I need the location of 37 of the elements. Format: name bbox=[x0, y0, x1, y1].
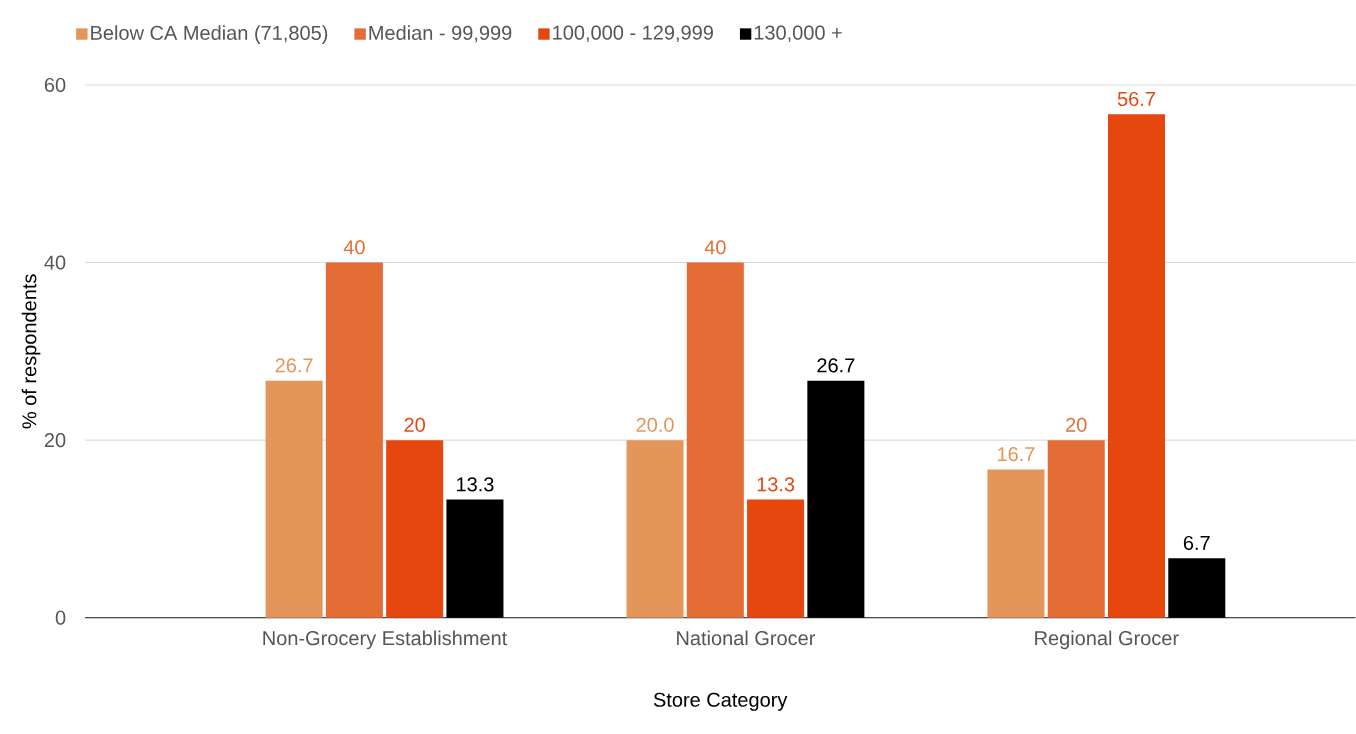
data-label: 26.7 bbox=[817, 358, 855, 373]
y-tick-label: 20 bbox=[44, 433, 66, 448]
x-tick-label: Non-Grocery Establishment bbox=[263, 630, 508, 650]
data-label: 40 bbox=[704, 240, 726, 255]
legend-label: 130,000 + bbox=[754, 25, 842, 43]
y-tick-label: 60 bbox=[44, 78, 66, 93]
bar bbox=[1047, 440, 1105, 618]
bar bbox=[386, 440, 444, 618]
y-tick-label: 40 bbox=[44, 255, 66, 270]
x-tick-label: Regional Grocer bbox=[1035, 630, 1179, 650]
data-label: 16.7 bbox=[998, 447, 1035, 462]
y-tick-label: 0 bbox=[55, 610, 66, 625]
data-label: 20 bbox=[404, 417, 425, 433]
x-tick-label: National Grocer bbox=[677, 630, 816, 646]
x-axis-title: Store Category bbox=[653, 692, 788, 711]
data-label: 20.0 bbox=[636, 417, 674, 433]
bar bbox=[446, 499, 504, 618]
bar bbox=[987, 469, 1045, 618]
bar bbox=[265, 380, 323, 618]
data-label: 13.3 bbox=[457, 477, 494, 492]
data-label: 6.7 bbox=[1183, 536, 1210, 551]
bar bbox=[626, 440, 684, 618]
bar bbox=[1168, 558, 1226, 618]
bar bbox=[325, 262, 383, 618]
data-label: 40 bbox=[343, 240, 365, 255]
legend-label: 100,000 - 129,999 bbox=[553, 25, 713, 43]
bar bbox=[1107, 114, 1166, 618]
data-label: 26.7 bbox=[275, 358, 313, 373]
data-label: 56.7 bbox=[1117, 92, 1155, 107]
legend-label: Below CA Median (71,805) bbox=[91, 25, 328, 45]
y-axis-title: % of respondents bbox=[21, 274, 41, 429]
bar bbox=[807, 380, 865, 618]
data-label: 20 bbox=[1066, 417, 1087, 433]
data-label: 13.3 bbox=[757, 477, 795, 492]
bar bbox=[686, 262, 744, 618]
bar bbox=[747, 499, 805, 618]
legend-label: Median - 99,999 bbox=[369, 25, 512, 43]
